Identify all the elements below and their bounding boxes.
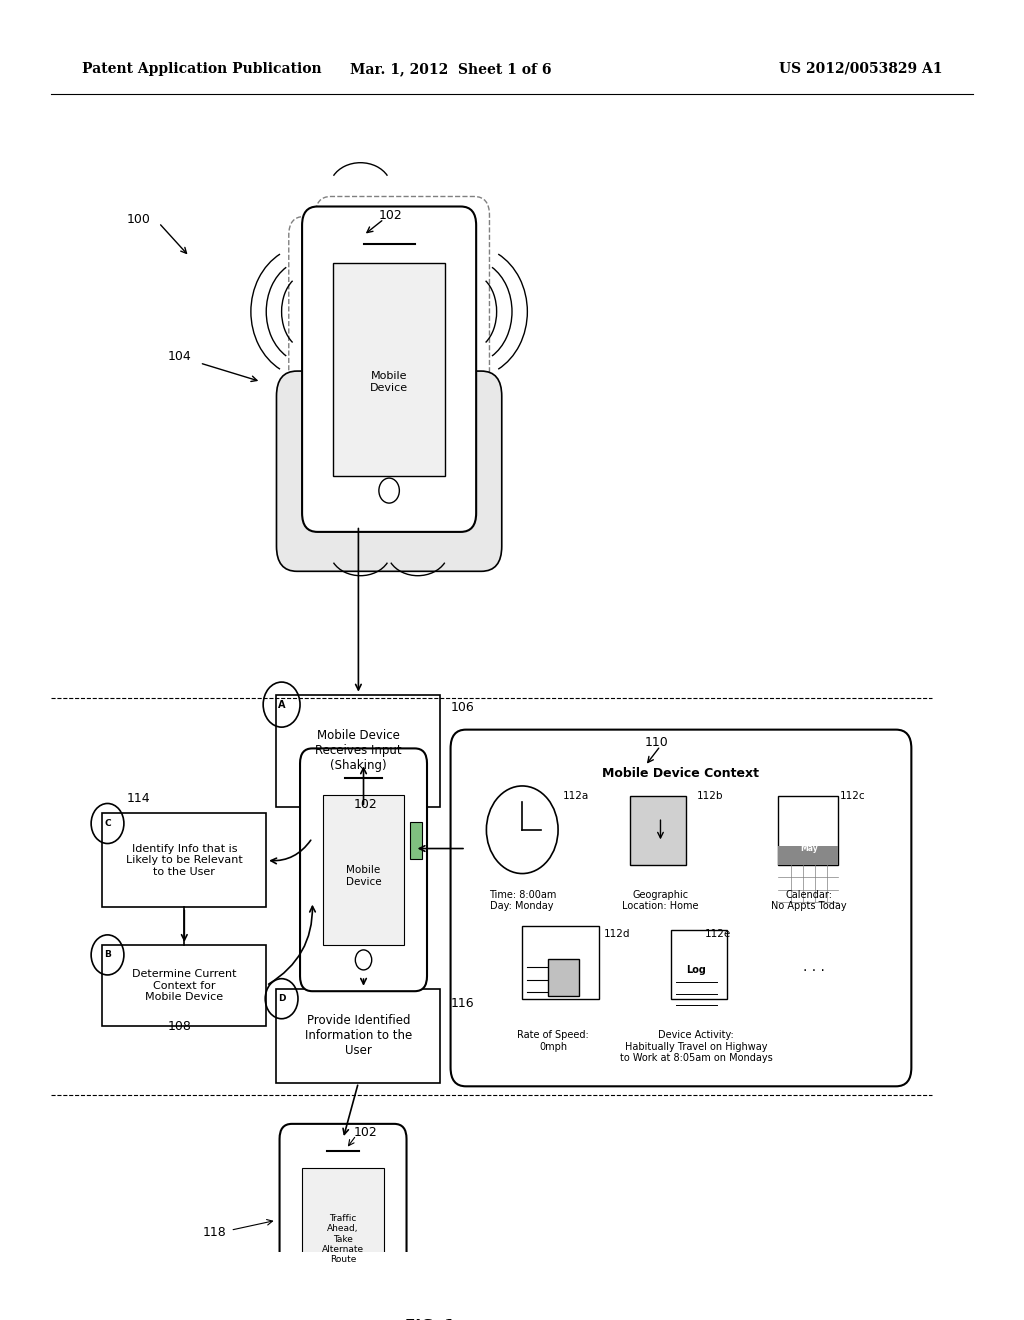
Text: 112b: 112b	[696, 791, 723, 801]
FancyBboxPatch shape	[276, 694, 440, 808]
Text: 112d: 112d	[604, 929, 631, 939]
Text: Time: 8:00am
Day: Monday: Time: 8:00am Day: Monday	[488, 890, 556, 911]
Text: 112a: 112a	[563, 791, 590, 801]
Text: Mobile Device Context: Mobile Device Context	[602, 767, 760, 780]
FancyBboxPatch shape	[280, 1123, 407, 1320]
FancyBboxPatch shape	[548, 958, 579, 997]
Text: Patent Application Publication: Patent Application Publication	[82, 62, 322, 75]
Text: 116: 116	[451, 997, 474, 1010]
FancyBboxPatch shape	[630, 796, 686, 865]
FancyBboxPatch shape	[102, 813, 266, 907]
Text: C: C	[104, 818, 111, 828]
Text: Calendar:
No Appts Today: Calendar: No Appts Today	[771, 890, 847, 911]
FancyBboxPatch shape	[451, 730, 911, 1086]
Text: . . .: . . .	[803, 961, 825, 974]
Text: 102: 102	[379, 209, 402, 222]
FancyBboxPatch shape	[778, 796, 838, 865]
FancyBboxPatch shape	[300, 748, 427, 991]
Text: May: May	[800, 843, 818, 853]
Text: 100: 100	[126, 213, 151, 226]
FancyBboxPatch shape	[276, 371, 502, 572]
Text: 110: 110	[645, 735, 669, 748]
Text: B: B	[104, 950, 111, 960]
Text: Traffic
Ahead,
Take
Alternate
Route: Traffic Ahead, Take Alternate Route	[322, 1213, 365, 1265]
Text: 104: 104	[167, 350, 191, 363]
Text: 108: 108	[167, 1020, 191, 1032]
Text: 112c: 112c	[840, 791, 865, 801]
FancyBboxPatch shape	[276, 989, 440, 1082]
Text: Geographic
Location: Home: Geographic Location: Home	[623, 890, 698, 911]
Text: Device Activity:
Habitually Travel on Highway
to Work at 8:05am on Mondays: Device Activity: Habitually Travel on Hi…	[620, 1030, 773, 1063]
Text: Mobile
Device: Mobile Device	[346, 866, 381, 887]
Text: 102: 102	[353, 1126, 377, 1139]
FancyBboxPatch shape	[778, 846, 838, 865]
Text: A: A	[278, 700, 286, 710]
FancyBboxPatch shape	[522, 927, 599, 999]
Text: 114: 114	[126, 792, 151, 805]
Text: Rate of Speed:
0mph: Rate of Speed: 0mph	[517, 1030, 589, 1052]
Text: Determine Current
Context for
Mobile Device: Determine Current Context for Mobile Dev…	[132, 969, 237, 1002]
Text: 118: 118	[203, 1226, 227, 1239]
FancyBboxPatch shape	[333, 263, 445, 475]
Text: Identify Info that is
Likely to be Relevant
to the User: Identify Info that is Likely to be Relev…	[126, 843, 243, 876]
Text: Mar. 1, 2012  Sheet 1 of 6: Mar. 1, 2012 Sheet 1 of 6	[350, 62, 551, 75]
FancyBboxPatch shape	[323, 795, 404, 945]
FancyBboxPatch shape	[671, 929, 727, 999]
Text: Log: Log	[686, 965, 707, 975]
FancyBboxPatch shape	[302, 1168, 384, 1299]
FancyBboxPatch shape	[102, 945, 266, 1026]
Text: US 2012/0053829 A1: US 2012/0053829 A1	[778, 62, 942, 75]
Text: D: D	[278, 994, 286, 1003]
Text: 102: 102	[353, 799, 377, 812]
FancyBboxPatch shape	[302, 206, 476, 532]
Text: 106: 106	[451, 701, 474, 714]
Text: Provide Identified
Information to the
User: Provide Identified Information to the Us…	[305, 1014, 412, 1057]
Text: 112e: 112e	[705, 929, 731, 939]
Text: Mobile Device
Receives Input
(Shaking): Mobile Device Receives Input (Shaking)	[315, 730, 401, 772]
Text: Mobile
Device: Mobile Device	[370, 371, 409, 392]
FancyBboxPatch shape	[410, 821, 422, 859]
